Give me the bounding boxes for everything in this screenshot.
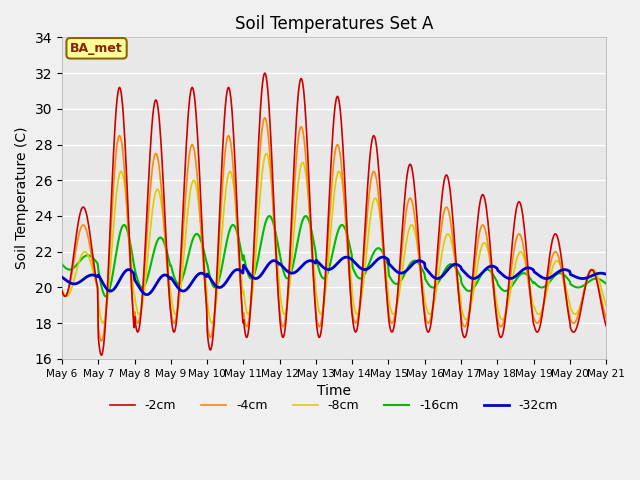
Text: BA_met: BA_met (70, 42, 123, 55)
Title: Soil Temperatures Set A: Soil Temperatures Set A (235, 15, 433, 33)
Legend: -2cm, -4cm, -8cm, -16cm, -32cm: -2cm, -4cm, -8cm, -16cm, -32cm (105, 394, 563, 417)
Y-axis label: Soil Temperature (C): Soil Temperature (C) (15, 127, 29, 269)
X-axis label: Time: Time (317, 384, 351, 398)
